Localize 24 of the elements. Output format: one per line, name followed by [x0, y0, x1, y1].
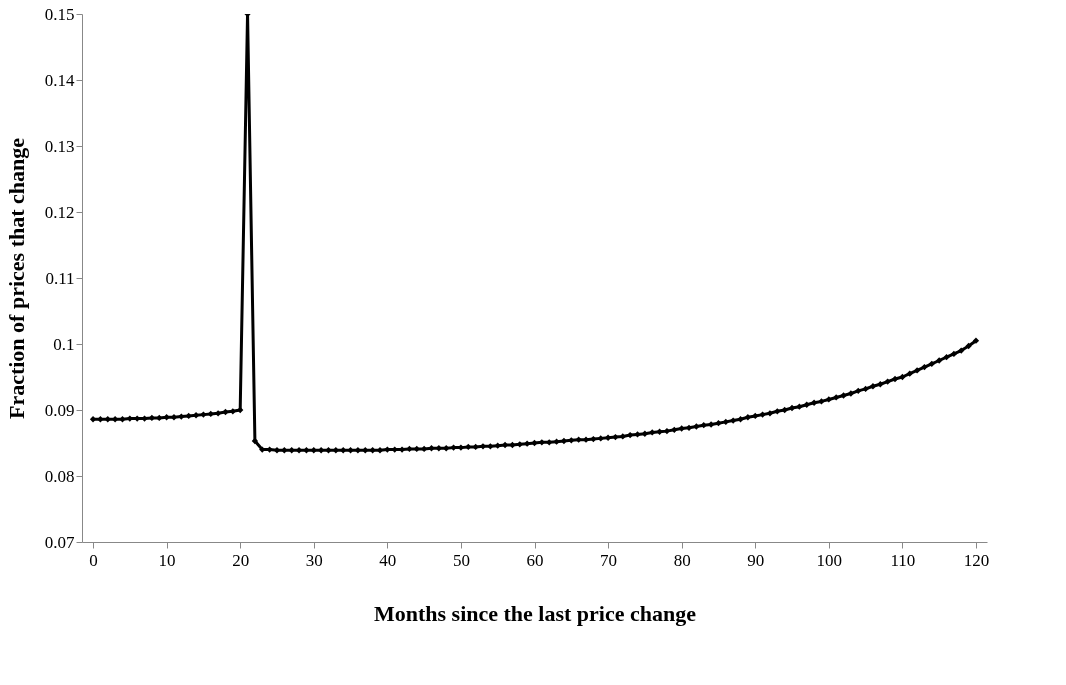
y-tick-label: 0.13 [44, 136, 75, 156]
x-tick-label: 110 [890, 550, 916, 570]
x-tick-label: 10 [158, 550, 176, 570]
x-tick-label: 60 [526, 550, 544, 570]
x-tick-label: 70 [600, 550, 618, 570]
x-tick-label: 120 [963, 550, 990, 570]
y-tick-label: 0.11 [45, 268, 75, 288]
y-tick-label: 0.09 [44, 400, 75, 420]
y-axis-title: Fraction of prices that change [3, 137, 29, 420]
y-tick-label: 0.1 [53, 334, 75, 354]
x-tick-label: 100 [816, 550, 843, 570]
x-axis-title: Months since the last price change [373, 600, 697, 626]
y-tick-label: 0.12 [44, 202, 75, 222]
y-tick-label: 0.08 [44, 466, 75, 486]
x-tick-label: 90 [747, 550, 765, 570]
x-tick-label: 40 [379, 550, 397, 570]
y-tick-label: 0.14 [44, 70, 75, 90]
x-tick-label: 30 [305, 550, 323, 570]
x-tick-label: 0 [89, 550, 98, 570]
x-tick-label: 20 [232, 550, 250, 570]
y-tick-label: 0.07 [44, 532, 75, 552]
x-tick-label: 50 [452, 550, 470, 570]
x-tick-label: 80 [673, 550, 691, 570]
y-tick-label: 0.15 [44, 4, 75, 24]
